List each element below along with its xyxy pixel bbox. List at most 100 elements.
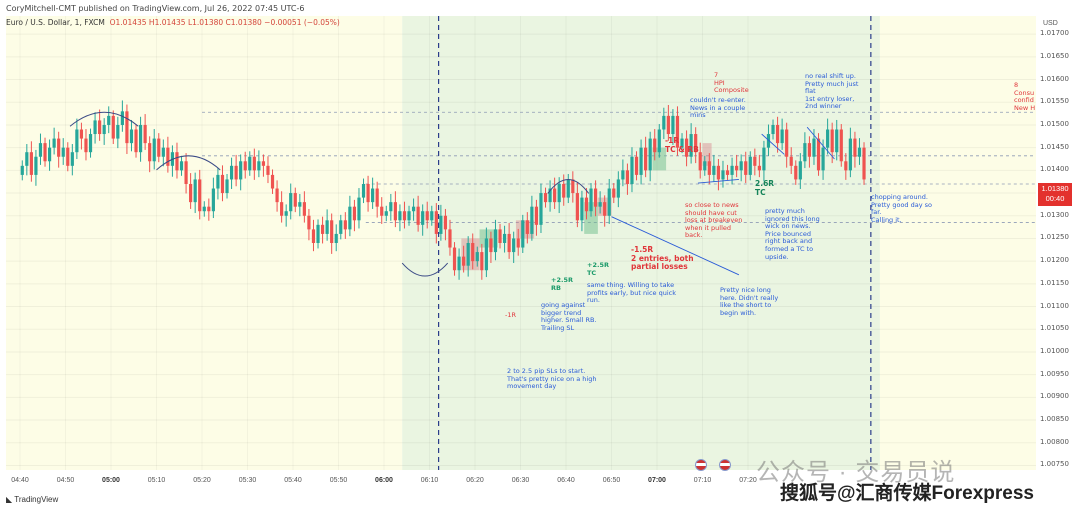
candle-body <box>803 143 807 162</box>
candle-body <box>193 179 197 203</box>
ohlc-values: O1.01435 H1.01435 L1.01380 C1.01380 −0.0… <box>109 18 340 27</box>
candle-body <box>739 161 743 171</box>
candle-body <box>462 256 466 266</box>
candle-body <box>289 193 293 212</box>
candle-body <box>775 124 780 144</box>
candle-body <box>716 165 721 180</box>
y-tick-label: 1.01500 <box>1040 119 1069 128</box>
candle-body <box>735 165 739 171</box>
candle-body <box>680 138 684 148</box>
candle-body <box>284 211 288 216</box>
y-tick-label: 1.01400 <box>1040 165 1069 174</box>
candle-body <box>771 124 775 135</box>
x-tick-label: 04:50 <box>56 477 75 484</box>
tradingview-logo[interactable]: ◣ TradingView <box>6 495 59 504</box>
candle-body <box>239 161 243 180</box>
y-tick-label: 1.01300 <box>1040 210 1069 219</box>
candle-body <box>330 220 334 243</box>
candle-body <box>562 183 566 198</box>
symbol-line: Euro / U.S. Dollar, 1, FXCM O1.01435 H1.… <box>6 18 340 27</box>
candle-body <box>816 138 821 171</box>
y-tick-label: 1.01600 <box>1040 74 1069 83</box>
us-flag-icon[interactable] <box>695 459 707 471</box>
us-flag-icon[interactable] <box>719 459 731 471</box>
candle-body <box>111 115 115 139</box>
annotation-5: same thing. Willing to take profits earl… <box>587 281 676 305</box>
candle-body <box>835 129 839 153</box>
trade-box <box>515 220 535 239</box>
y-tick-label: 1.00950 <box>1040 369 1069 378</box>
candle-body <box>439 215 443 234</box>
x-tick-label: 07:10 <box>693 477 712 484</box>
candle-body <box>798 161 802 180</box>
x-tick-label: 04:40 <box>11 477 29 484</box>
candle-body <box>138 124 143 153</box>
x-tick-label: 06:10 <box>420 477 439 484</box>
annotation-1: -1R <box>505 311 516 319</box>
candle-body <box>648 138 652 171</box>
candle-body <box>202 206 206 212</box>
last-price: 1.01380 <box>1041 184 1069 193</box>
candle-body <box>630 156 634 184</box>
annotation-pointer <box>806 126 835 160</box>
candle-body <box>361 183 366 198</box>
symbol-name: Euro / U.S. Dollar, 1, FXCM <box>6 18 105 27</box>
candle-body <box>316 224 320 243</box>
candle-body <box>143 124 147 144</box>
x-tick-label: 06:20 <box>466 477 484 484</box>
candle-body <box>593 188 598 207</box>
candle-body <box>425 211 429 221</box>
candle-body <box>75 129 79 153</box>
candle-body <box>502 233 507 243</box>
x-tick-label: 05:50 <box>329 477 348 484</box>
candle-body <box>662 115 666 130</box>
candle-body <box>694 134 698 153</box>
candle-body <box>189 183 193 203</box>
post-session-zone <box>879 16 1036 470</box>
candle-body <box>116 124 120 139</box>
y-tick-label: 1.00850 <box>1040 415 1069 424</box>
candle-body <box>229 165 234 180</box>
annotation-3: +2.5R RB <box>551 276 573 292</box>
candle-body <box>507 233 511 253</box>
candle-body <box>125 111 129 144</box>
candle-body <box>375 188 379 207</box>
candle-body <box>489 238 493 253</box>
candle-body <box>166 147 170 166</box>
candle-body <box>475 252 479 262</box>
candle-body <box>644 147 648 171</box>
candle-body <box>512 238 516 253</box>
candle-body <box>566 179 570 198</box>
candle-body <box>79 129 84 139</box>
x-tick-label: 05:20 <box>193 477 211 484</box>
candle-body <box>671 115 675 135</box>
candle-body <box>730 165 734 175</box>
candle-body <box>830 129 834 153</box>
x-tick-label: 06:40 <box>557 477 575 484</box>
candle-body <box>666 115 670 135</box>
candle-body <box>434 211 438 234</box>
x-tick-label: 07:00 <box>648 477 666 484</box>
candle-body <box>275 188 279 203</box>
candle-body <box>762 147 766 171</box>
annotation-2: going against bigger trend higher. Small… <box>541 301 597 332</box>
candle-body <box>448 229 452 248</box>
x-tick-label: 07:20 <box>739 477 757 484</box>
annotation-7: -1.5R 2 entries, both partial losses <box>631 245 694 271</box>
trade-box <box>479 229 498 248</box>
bar-countdown: 00:40 <box>1045 194 1065 203</box>
candle-body <box>29 152 33 175</box>
publisher-line: CoryMitchell-CMT published on TradingVie… <box>6 4 305 13</box>
candle-body <box>411 206 416 212</box>
trade-box <box>652 147 667 171</box>
candle-body <box>407 211 411 221</box>
annotation-16: chopping around. Pretty good day so far.… <box>871 193 933 224</box>
x-tick-label: 05:30 <box>238 477 257 484</box>
candle-body <box>384 211 388 216</box>
y-tick-label: 1.01100 <box>1040 301 1069 310</box>
annotation-13: pretty much ignored this long wick on ne… <box>765 207 820 261</box>
annotation-9: Pretty nice long here. Didn't really lik… <box>720 286 779 317</box>
candle-body <box>452 247 457 271</box>
candle-body <box>766 134 771 148</box>
